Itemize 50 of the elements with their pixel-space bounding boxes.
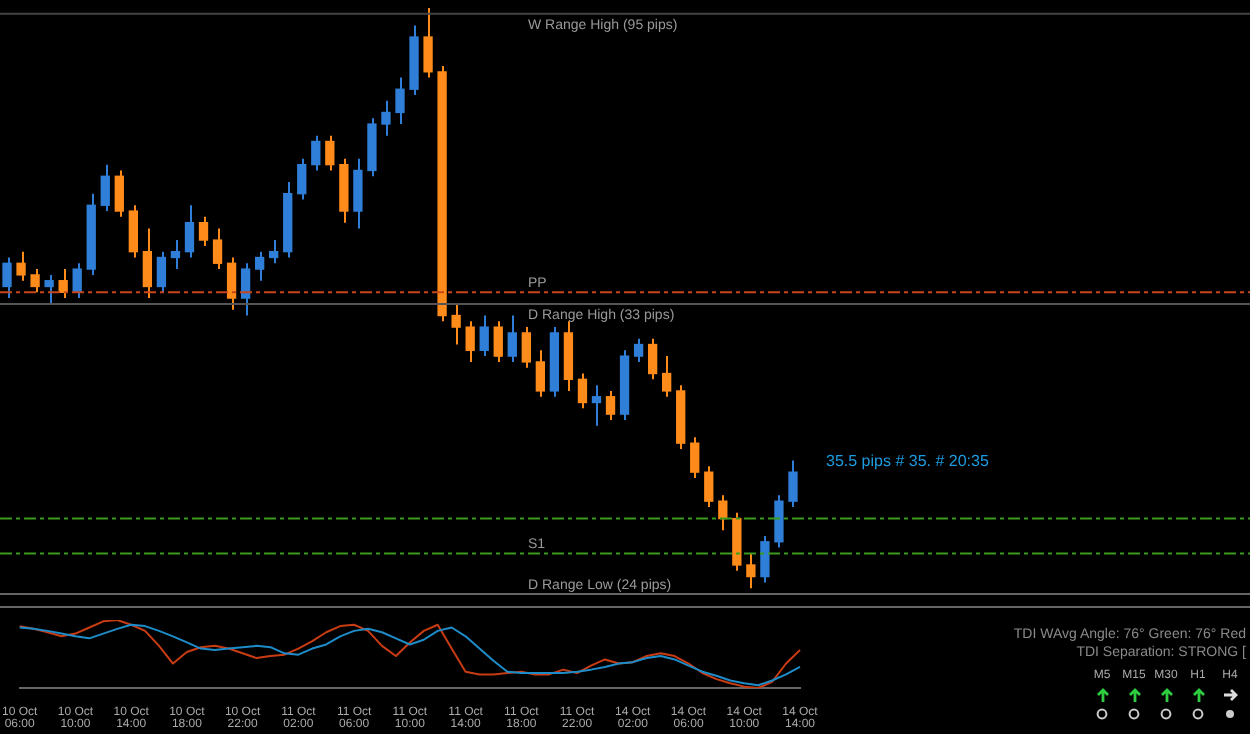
candlestick xyxy=(114,169,124,218)
candlestick xyxy=(746,552,756,590)
candlestick xyxy=(44,273,54,305)
candlestick xyxy=(156,250,167,294)
candlestick xyxy=(311,134,321,172)
candlestick xyxy=(521,326,531,369)
candlestick xyxy=(451,302,461,346)
candlestick xyxy=(198,215,209,247)
candlestick xyxy=(240,262,251,317)
candlestick xyxy=(788,459,798,508)
candlestick xyxy=(2,256,12,300)
candlestick xyxy=(605,389,616,421)
candlestick xyxy=(58,268,68,300)
candlestick xyxy=(662,355,672,398)
candlestick xyxy=(774,494,784,549)
candlestick xyxy=(732,511,742,572)
candlestick xyxy=(30,268,40,294)
candlestick xyxy=(325,134,335,172)
candlestick xyxy=(226,256,237,311)
candlestick xyxy=(100,163,110,213)
candlestick xyxy=(577,372,588,410)
candlestick xyxy=(142,227,153,300)
candlestick xyxy=(170,239,181,271)
candlestick xyxy=(465,320,475,363)
candlestick xyxy=(395,76,405,126)
candlestick xyxy=(423,7,433,79)
candlestick xyxy=(339,157,349,224)
candlestick xyxy=(591,384,602,427)
candlestick xyxy=(212,227,223,271)
candlestick xyxy=(760,534,770,584)
candlestick xyxy=(633,337,644,363)
candlestick xyxy=(647,337,658,381)
candlestick xyxy=(367,117,377,178)
candlestick xyxy=(16,250,26,282)
candlestick xyxy=(535,349,546,398)
candlestick xyxy=(128,204,138,259)
candlestick xyxy=(507,314,517,363)
candlestick xyxy=(254,250,265,282)
text: 35.5 pips # 35. # 20:35 xyxy=(826,452,989,470)
candlestick xyxy=(690,436,700,479)
candlestick xyxy=(353,157,363,230)
candlestick xyxy=(563,320,574,392)
candlestick xyxy=(297,157,307,201)
candlestick xyxy=(704,465,714,508)
candlestick xyxy=(184,204,195,259)
candlestick xyxy=(72,262,82,300)
candlestick xyxy=(269,239,279,265)
candlestick xyxy=(381,99,391,137)
candlestick xyxy=(493,320,503,363)
candlestick xyxy=(479,314,489,358)
